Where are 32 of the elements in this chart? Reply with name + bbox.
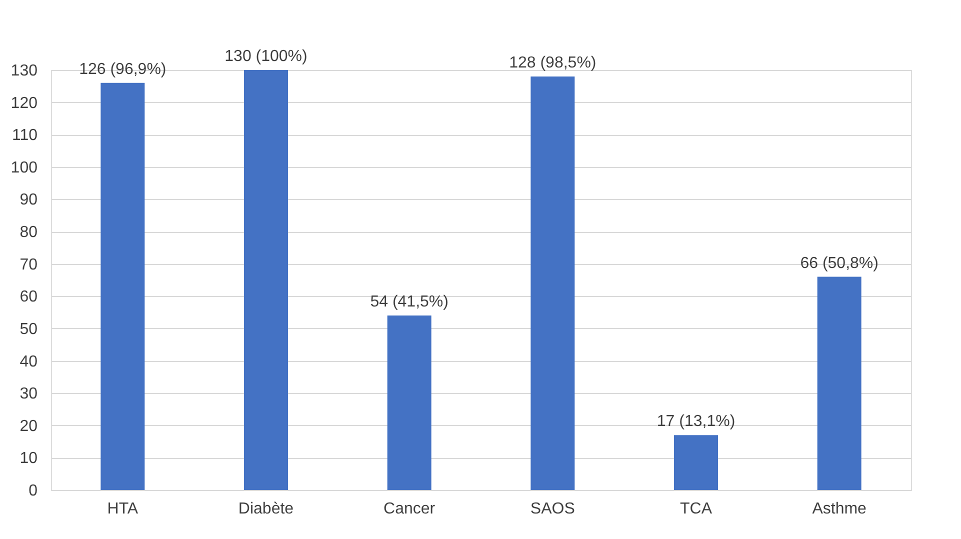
data-label: 128 (98,5%) — [509, 54, 596, 72]
y-tick-label: 80 — [20, 224, 38, 242]
bar — [530, 76, 575, 490]
y-tick-label: 60 — [20, 288, 38, 306]
data-label: 126 (96,9%) — [79, 60, 166, 78]
x-tick-label: SAOS — [530, 500, 575, 518]
y-tick-label: 20 — [20, 418, 38, 435]
x-tick-label: Cancer — [384, 500, 436, 518]
y-tick-label: 130 — [10, 62, 38, 80]
bar — [100, 82, 145, 490]
y-tick-label: 30 — [20, 386, 38, 403]
data-label: 130 (100%) — [224, 48, 308, 65]
y-tick-label: 0 — [28, 482, 38, 500]
y-tick-label: 40 — [20, 353, 38, 370]
data-label: 17 (13,1%) — [656, 413, 736, 430]
bar — [817, 276, 862, 490]
y-tick-label: 70 — [20, 256, 38, 274]
y-tick-label: 100 — [10, 159, 38, 176]
y-tick-label: 90 — [20, 192, 38, 209]
bar — [244, 70, 288, 490]
y-tick-label: 50 — [20, 320, 38, 338]
y-tick-label: 10 — [20, 450, 38, 468]
x-tick-label: TCA — [680, 500, 712, 518]
bar — [674, 435, 718, 490]
data-label: 54 (41,5%) — [370, 294, 448, 311]
x-tick-label: Diabète — [238, 500, 294, 518]
x-tick-label: Asthme — [812, 500, 867, 518]
data-label: 66 (50,8%) — [800, 254, 878, 272]
bar — [387, 316, 432, 490]
y-tick-label: 110 — [12, 127, 38, 144]
y-tick-label: 120 — [10, 94, 38, 112]
x-tick-label: HTA — [107, 500, 138, 518]
